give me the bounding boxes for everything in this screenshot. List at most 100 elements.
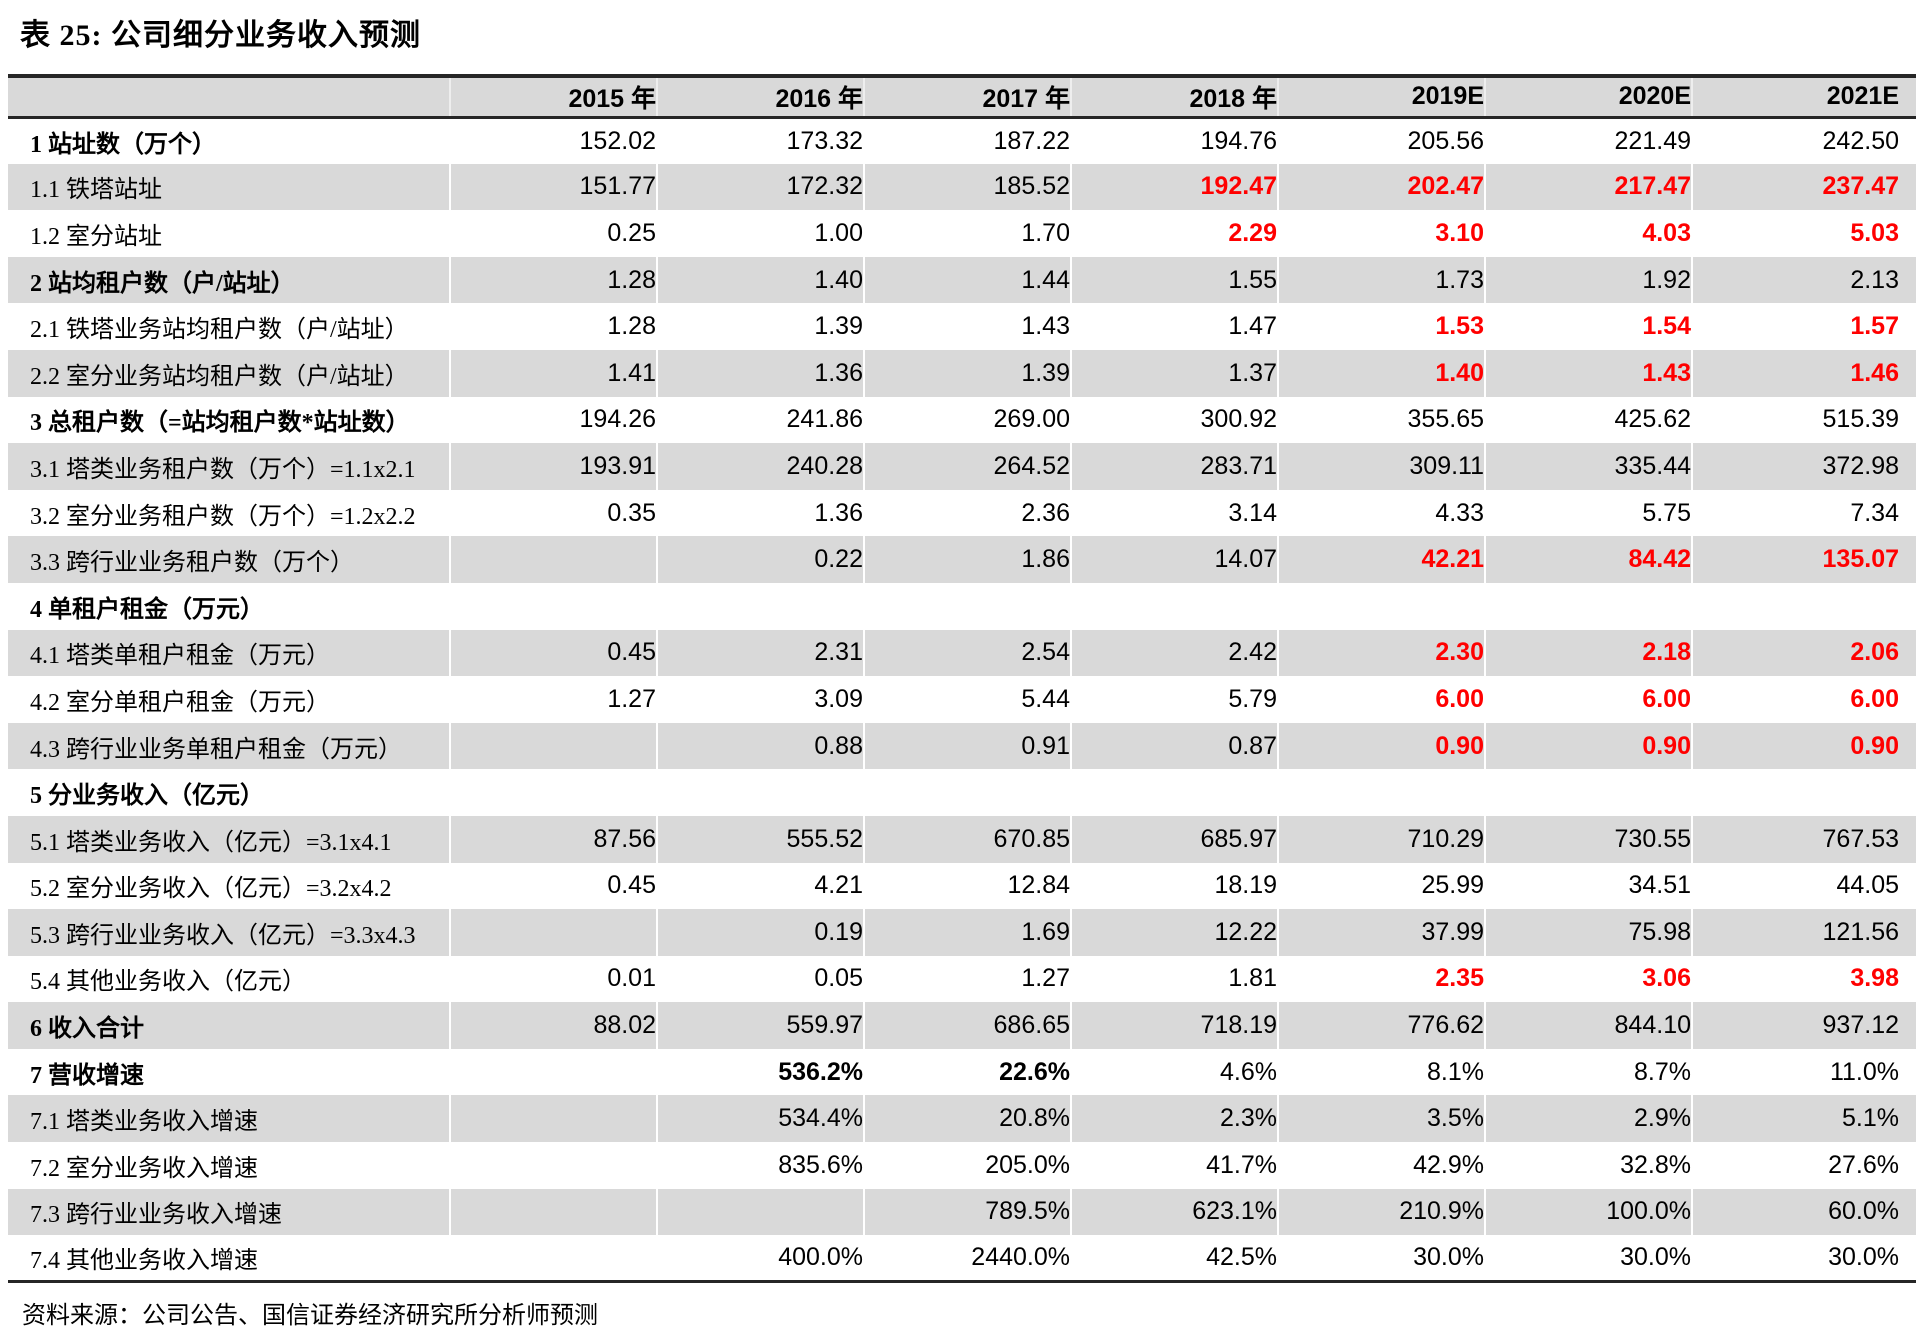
corner-cell xyxy=(8,76,450,119)
value-cell: 20.8% xyxy=(863,1095,1071,1143)
value-cell: 2440.0% xyxy=(863,1235,1071,1282)
value-cell: 172.32 xyxy=(656,163,864,211)
value-cell: 205.0% xyxy=(863,1142,1071,1189)
value-cell: 400.0% xyxy=(656,1235,864,1282)
value-cell xyxy=(449,909,657,956)
value-cell: 2.29 xyxy=(1070,210,1278,257)
value-cell: 0.19 xyxy=(656,909,864,956)
value-cell: 5.44 xyxy=(863,676,1071,723)
table-row: 4.3 跨行业业务单租户租金（万元） 0.88 0.91 0.87 0.90 0.90 0.… xyxy=(8,722,1916,770)
revenue-forecast-table: 2015 年 2016 年 2017 年 2018 年 2019E 2020E 2021E … xyxy=(8,74,1916,1284)
value-cell xyxy=(449,1142,657,1189)
row-label: 5.1 塔类业务收入（亿元）=3.1x4.1 xyxy=(30,829,392,856)
value-cell: 1.69 xyxy=(863,909,1071,956)
value-cell: 60.0% xyxy=(1691,1188,1916,1236)
value-cell xyxy=(449,582,657,630)
row-label: 2.2 室分业务站均租户数（户/站址） xyxy=(30,363,409,390)
table-row: 2 站均租户数（户/站址） 1.28 1.40 1.44 1.55 1.73 1.92 2.1… xyxy=(8,256,1916,304)
row-label: 5.2 室分业务收入（亿元）=3.2x4.2 xyxy=(30,876,392,903)
value-cell: 1.28 xyxy=(449,303,657,350)
row-label: 1.2 室分站址 xyxy=(30,223,162,250)
value-cell xyxy=(449,769,657,816)
table-row: 6 收入合计 88.02 559.97 686.65 718.19 776.62 844.1… xyxy=(8,1002,1916,1049)
value-cell: 221.49 xyxy=(1484,117,1692,164)
value-cell: 7.34 xyxy=(1691,489,1916,537)
value-cell: 710.29 xyxy=(1277,815,1485,863)
value-cell: 559.97 xyxy=(656,1002,864,1049)
value-cell: 1.86 xyxy=(863,536,1071,583)
value-cell: 0.45 xyxy=(449,862,657,910)
year-column-header: 2020E xyxy=(1484,76,1692,119)
year-column-header: 2021E xyxy=(1691,76,1916,119)
value-cell: 2.54 xyxy=(863,629,1071,677)
value-cell: 1.36 xyxy=(656,349,864,397)
value-cell: 151.77 xyxy=(449,163,657,211)
value-cell xyxy=(656,582,864,630)
source-note: 资料来源：公司公告、国信证券经济研究所分析师预测 xyxy=(22,1303,598,1330)
value-cell: 1.53 xyxy=(1277,303,1485,350)
value-cell: 25.99 xyxy=(1277,862,1485,910)
value-cell: 534.4% xyxy=(656,1095,864,1143)
value-cell xyxy=(1277,769,1485,816)
table-row: 7.4 其他业务收入增速 400.0% 2440.0% 42.5% 30.0% 30.0%… xyxy=(8,1235,1916,1282)
value-cell: 193.91 xyxy=(449,443,657,490)
value-cell: 1.46 xyxy=(1691,349,1916,397)
value-cell: 3.5% xyxy=(1277,1095,1485,1143)
value-cell: 2.9% xyxy=(1484,1095,1692,1143)
value-cell: 4.21 xyxy=(656,862,864,910)
value-cell: 335.44 xyxy=(1484,443,1692,490)
value-cell: 202.47 xyxy=(1277,163,1485,211)
value-cell: 12.84 xyxy=(863,862,1071,910)
table-row: 3.2 室分业务租户数（万个）=1.2x2.2 0.35 1.36 2.36 3.14 4… xyxy=(8,489,1916,537)
row-label: 3.2 室分业务租户数（万个）=1.2x2.2 xyxy=(30,503,416,530)
value-cell: 1.55 xyxy=(1070,256,1278,304)
table-row: 1.1 铁塔站址 151.77 172.32 185.52 192.47 202.47 21… xyxy=(8,163,1916,211)
table-row: 5.3 跨行业业务收入（亿元）=3.3x4.3 0.19 1.69 12.22 37.9… xyxy=(8,909,1916,956)
value-cell: 1.43 xyxy=(863,303,1071,350)
value-cell: 2.30 xyxy=(1277,629,1485,677)
value-cell: 242.50 xyxy=(1691,117,1916,164)
value-cell: 1.40 xyxy=(656,256,864,304)
value-cell: 6.00 xyxy=(1484,676,1692,723)
row-label: 5.3 跨行业业务收入（亿元）=3.3x4.3 xyxy=(30,922,416,949)
value-cell: 1.54 xyxy=(1484,303,1692,350)
header-row: 2015 年 2016 年 2017 年 2018 年 2019E 2020E 2021E xyxy=(8,76,1916,119)
value-cell: 192.47 xyxy=(1070,163,1278,211)
value-cell: 0.45 xyxy=(449,629,657,677)
value-cell: 240.28 xyxy=(656,443,864,490)
table-row: 3.3 跨行业业务租户数（万个） 0.22 1.86 14.07 42.21 84.42 1… xyxy=(8,536,1916,583)
value-cell: 835.6% xyxy=(656,1142,864,1189)
value-cell xyxy=(656,1188,864,1236)
row-label: 6 收入合计 xyxy=(30,1016,144,1043)
value-cell: 309.11 xyxy=(1277,443,1485,490)
row-label: 2.1 铁塔业务站均租户数（户/站址） xyxy=(30,317,409,344)
table-row: 4.2 室分单租户租金（万元） 1.27 3.09 5.44 5.79 6.00 6.00 6… xyxy=(8,676,1916,723)
value-cell: 718.19 xyxy=(1070,1002,1278,1049)
row-label: 4.2 室分单租户租金（万元） xyxy=(30,689,330,716)
value-cell: 0.90 xyxy=(1691,722,1916,770)
value-cell: 1.39 xyxy=(656,303,864,350)
value-cell: 670.85 xyxy=(863,815,1071,863)
row-label: 4 单租户租金（万元） xyxy=(30,596,264,623)
value-cell xyxy=(656,769,864,816)
table-row: 7 营收增速 536.2% 22.6% 4.6% 8.1% 8.7% 11.0% xyxy=(8,1048,1916,1096)
value-cell: 2.06 xyxy=(1691,629,1916,677)
value-cell: 685.97 xyxy=(1070,815,1278,863)
row-label: 4.1 塔类单租户租金（万元） xyxy=(30,643,330,670)
table-row: 3 总租户数（=站均租户数*站址数） 194.26 241.86 269.00 300.… xyxy=(8,396,1916,444)
value-cell xyxy=(449,1235,657,1282)
value-cell: 4.03 xyxy=(1484,210,1692,257)
value-cell: 205.56 xyxy=(1277,117,1485,164)
value-cell: 1.47 xyxy=(1070,303,1278,350)
value-cell xyxy=(1277,582,1485,630)
row-label: 4.3 跨行业业务单租户租金（万元） xyxy=(30,736,402,763)
value-cell: 6.00 xyxy=(1277,676,1485,723)
value-cell xyxy=(449,1048,657,1096)
value-cell: 27.6% xyxy=(1691,1142,1916,1189)
value-cell: 1.36 xyxy=(656,489,864,537)
value-cell: 121.56 xyxy=(1691,909,1916,956)
value-cell: 515.39 xyxy=(1691,396,1916,444)
value-cell: 185.52 xyxy=(863,163,1071,211)
value-cell: 100.0% xyxy=(1484,1188,1692,1236)
